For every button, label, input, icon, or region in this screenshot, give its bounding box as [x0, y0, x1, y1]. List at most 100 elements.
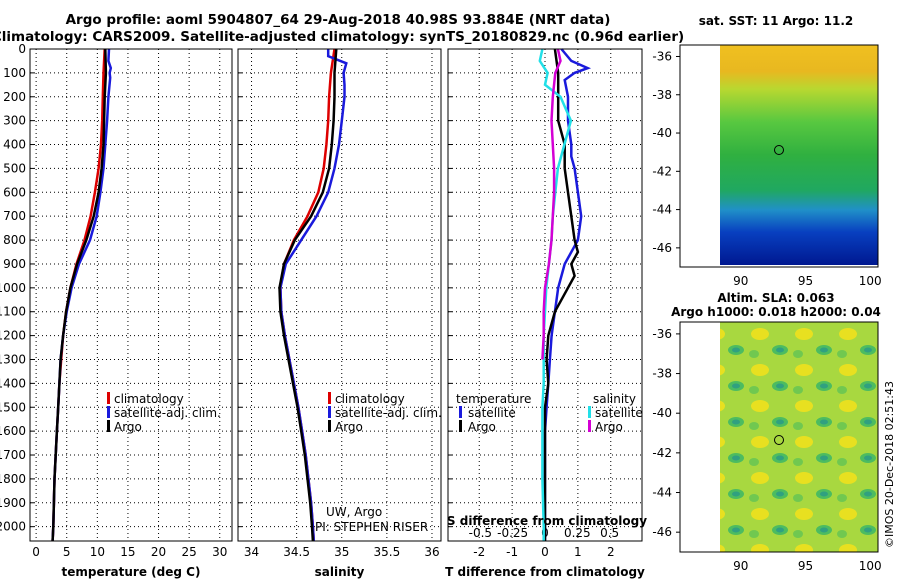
- x-tick-label: -2: [473, 545, 485, 559]
- sst-map-frame: [679, 44, 879, 268]
- map-lat-tick-label: -38: [652, 88, 672, 102]
- x-tick-label: 5: [63, 545, 71, 559]
- y-tick-label: 1900: [0, 496, 26, 510]
- map-lon-tick-label: 100: [859, 559, 882, 573]
- x-tick-label: 2: [607, 545, 615, 559]
- s-diff-tick-label: -0.25: [497, 526, 528, 540]
- figure-title-line2: Climatology: CARS2009. Satellite-adjuste…: [0, 29, 684, 45]
- legend-label-t-satellite: satellite: [468, 406, 516, 420]
- sst-map-field: [720, 45, 878, 265]
- y-tick-label: 700: [3, 209, 26, 223]
- y-tick-label: 1300: [0, 352, 26, 366]
- x-tick-label: 20: [151, 545, 166, 559]
- legend-swatch-climatology: [107, 392, 110, 404]
- legend-label-argo: Argo: [114, 420, 142, 434]
- plot-frame: [237, 48, 442, 542]
- map-lat-tick-label: -42: [652, 164, 672, 178]
- x-tick-label: 34: [244, 545, 259, 559]
- x-tick-label: 0: [32, 545, 40, 559]
- legend-label-climatology: climatology: [335, 392, 405, 406]
- sla-map: [679, 321, 879, 553]
- y-tick-label: 400: [3, 138, 26, 152]
- map-lon-tick-label: 90: [733, 559, 748, 573]
- x-tick-label: 30: [212, 545, 227, 559]
- map-lat-tick-label: -36: [652, 49, 672, 63]
- x-tick-label: 35: [334, 545, 349, 559]
- sla-map-frame: [679, 321, 879, 553]
- y-tick-label: 500: [3, 161, 26, 175]
- legend-label-argo: Argo: [335, 420, 363, 434]
- sla-map-field: [720, 322, 878, 552]
- legend-swatch-argo: [107, 420, 110, 432]
- y-tick-label: 1700: [0, 448, 26, 462]
- legend-title-salinity: salinity: [593, 392, 636, 406]
- sst-map: [679, 44, 879, 268]
- map-lat-tick-label: -40: [652, 126, 672, 140]
- map-lon-tick-label: 95: [798, 274, 813, 288]
- figure-title-line1: Argo profile: aoml 5904807_64 29-Aug-201…: [66, 12, 611, 28]
- plot-frame: [29, 48, 233, 542]
- y-tick-label: 1600: [0, 424, 26, 438]
- x-tick-label: 34.5: [283, 545, 310, 559]
- legend-swatch-t-satellite: [459, 406, 462, 418]
- sla-map-west-mask: [680, 322, 720, 552]
- sla-map-subtitle: Argo h1000: 0.018 h2000: 0.04: [671, 305, 881, 319]
- map-lat-tick-label: -36: [652, 327, 672, 341]
- y-tick-label: 1000: [0, 281, 26, 295]
- y-tick-label: 1800: [0, 472, 26, 486]
- x-tick-label: 1: [574, 545, 582, 559]
- series-line-t-satellite: [543, 48, 592, 541]
- x-tick-label: 15: [120, 545, 135, 559]
- salinity-legend: climatology satellite-adj. clim. Argo: [328, 392, 442, 434]
- temperature-panel: 0 5 10 15 20 25 300100200300400500600700800900…: [0, 42, 233, 579]
- series-line-argo: [278, 48, 338, 542]
- y-tick-label: 200: [3, 90, 26, 104]
- map-lon-tick-label: 100: [859, 274, 882, 288]
- legend-swatch-satellite: [107, 406, 110, 418]
- s-difference-axis-label: S difference from climatology: [447, 514, 647, 528]
- difference-legend: temperature satellite Argo salinity sate…: [456, 392, 643, 434]
- map-tick-labels: 90 95 100 -36 -38 -40 -42 -44 -46 90 95 100 -36 -38 -4…: [652, 49, 881, 573]
- series-line-t-argo: [543, 48, 580, 541]
- plot-frame: [447, 48, 643, 542]
- y-tick-label: 1100: [0, 305, 26, 319]
- x-tick-label: 36: [424, 545, 439, 559]
- annotation-pi: PI: STEPHEN RISER: [315, 520, 428, 534]
- x-tick-label: 10: [90, 545, 105, 559]
- series-line-satellite-adj-clim-: [279, 49, 348, 542]
- sla-map-title: Altim. SLA: 0.063: [717, 291, 834, 305]
- legend-label-t-argo: Argo: [468, 420, 496, 434]
- legend-swatch-s-satellite: [588, 406, 591, 418]
- y-tick-label: 1200: [0, 329, 26, 343]
- sst-map-title: sat. SST: 11 Argo: 11.2: [699, 14, 853, 28]
- map-lat-tick-label: -40: [652, 406, 672, 420]
- x-axis-label: temperature (deg C): [62, 565, 201, 579]
- x-tick-label: 35.5: [374, 545, 401, 559]
- y-tick-label: 1400: [0, 376, 26, 390]
- legend-label-s-satellite: satellite: [595, 406, 643, 420]
- x-tick-label: -1: [506, 545, 518, 559]
- difference-panel: -2 -1 0 1 2-0.5 -0.25 0 0.25 0.5T difference fro…: [445, 48, 645, 579]
- map-lat-tick-label: -44: [652, 486, 672, 500]
- map-lat-tick-label: -46: [652, 241, 672, 255]
- series-line-s-argo: [541, 48, 562, 360]
- legend-title-temperature: temperature: [456, 392, 531, 406]
- series-line-climatology: [51, 48, 106, 542]
- map-lat-tick-label: -44: [652, 203, 672, 217]
- legend-swatch-t-argo: [459, 420, 462, 432]
- y-tick-label: 2000: [0, 520, 26, 534]
- y-tick-label: 1500: [0, 400, 26, 414]
- y-tick-label: 600: [3, 185, 26, 199]
- y-tick-label: 100: [3, 66, 26, 80]
- legend-label-s-argo: Argo: [595, 420, 623, 434]
- map-lon-tick-label: 95: [798, 559, 813, 573]
- imos-credit: ©IMOS 20-Dec-2018 02:51:43: [883, 381, 896, 548]
- annotation-uw-argo: UW, Argo: [326, 505, 382, 519]
- salinity-panel: 34 34.5 35 35.5 36 salinity: [237, 48, 442, 579]
- map-lon-tick-label: 90: [733, 274, 748, 288]
- legend-swatch-s-argo: [588, 420, 591, 432]
- y-tick-label: 800: [3, 233, 26, 247]
- legend-swatch-argo: [328, 420, 331, 432]
- legend-label-satellite: satellite-adj. clim.: [335, 406, 442, 420]
